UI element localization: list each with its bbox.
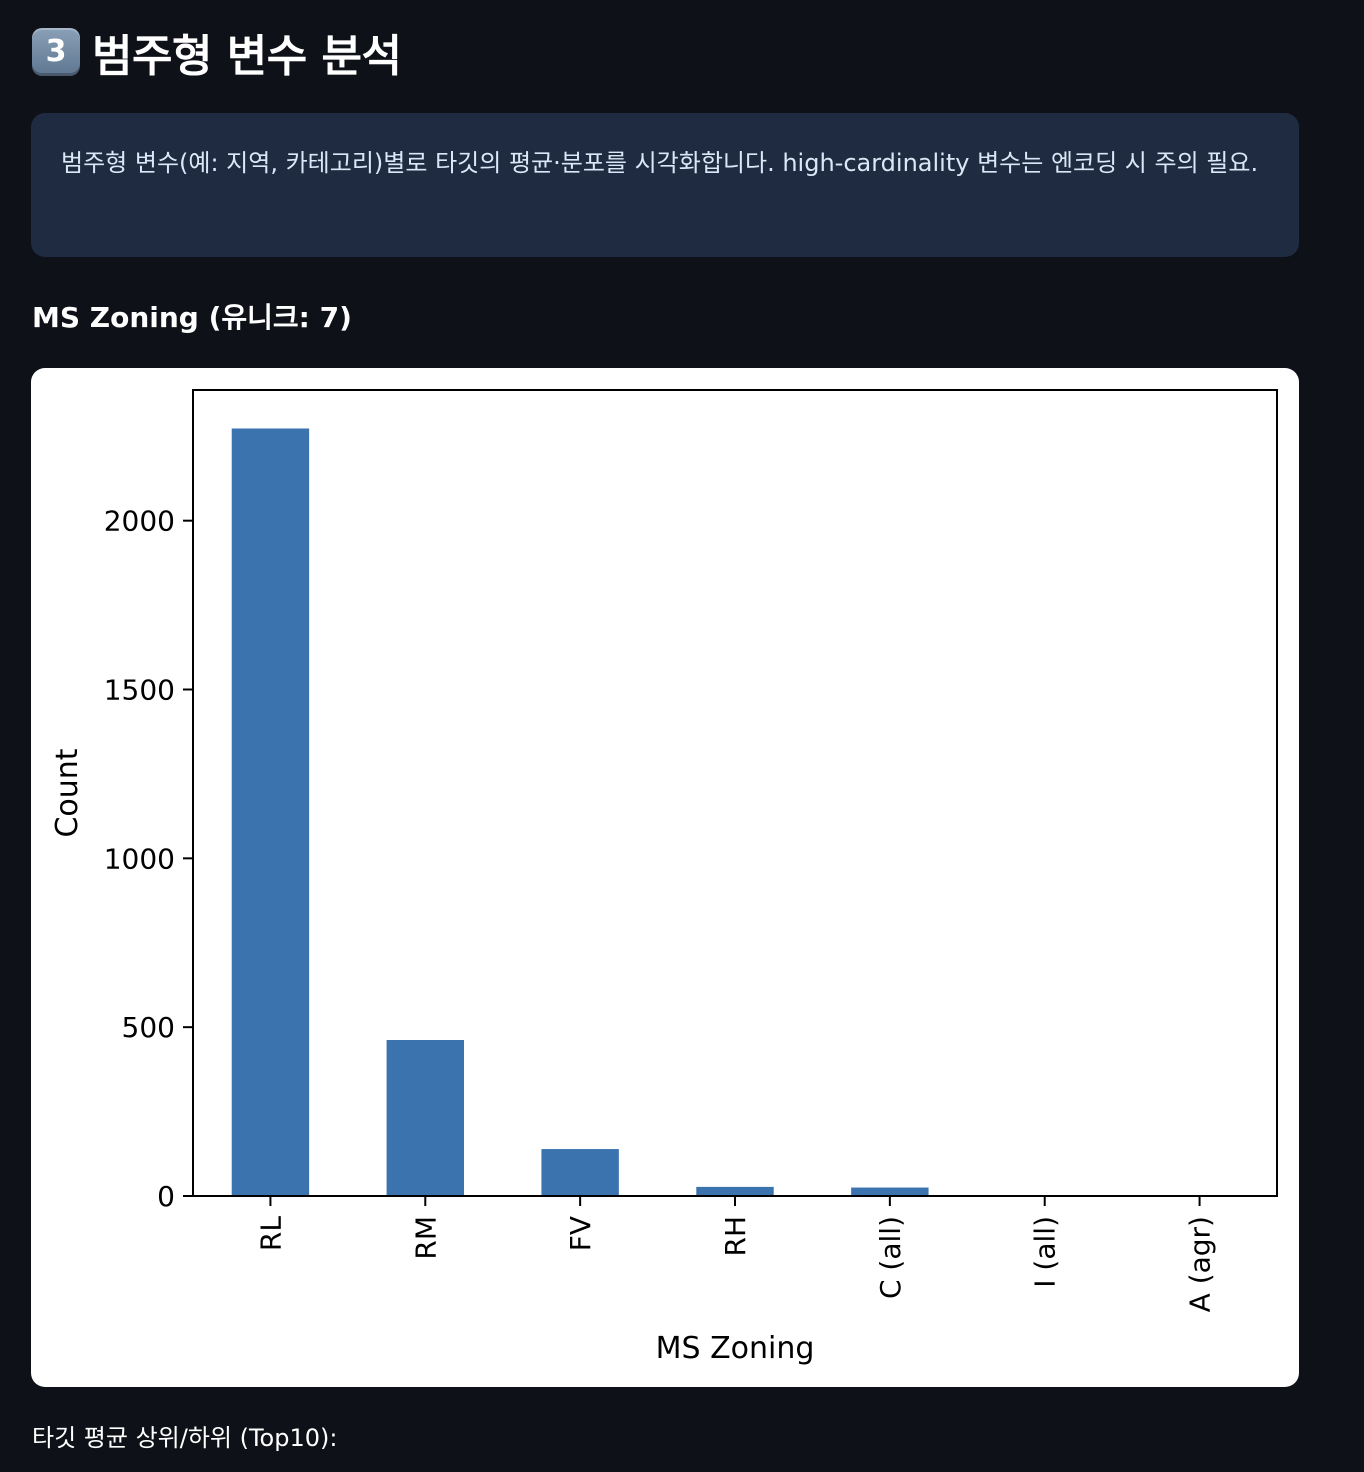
- y-tick-label: 0: [157, 1180, 175, 1213]
- bar-chart: 0 500 1000 1500 2000 RL RM FV RH C (all) I (all) A …: [50, 389, 1278, 1366]
- y-tick-label: 500: [122, 1011, 175, 1044]
- section-header: 3 범주형 변수 분석: [32, 22, 402, 82]
- bar-rl: [231, 428, 310, 1196]
- chart-card: 0 500 1000 1500 2000 RL RM FV RH C (all) I (all) A …: [31, 368, 1299, 1387]
- x-tick-label: FV: [564, 1216, 597, 1251]
- axes-layer: 0 500 1000 1500 2000 RL RM FV RH C (all) I (all) A …: [104, 389, 1278, 1312]
- y-tick-label: 1500: [104, 674, 175, 707]
- plot-frame: [192, 389, 1278, 1197]
- x-tick-label: RM: [409, 1216, 442, 1260]
- footer-text: 타깃 평균 상위/하위 (Top10):: [32, 1424, 338, 1452]
- x-tick-label: I (all): [1029, 1216, 1062, 1288]
- info-text: 범주형 변수(예: 지역, 카테고리)별로 타깃의 평균·분포를 시각화합니다.…: [61, 149, 1259, 177]
- section-title: 범주형 변수 분석: [92, 31, 402, 82]
- bar-rm: [386, 1040, 464, 1196]
- chart-subheader: MS Zoning (유니크: 7): [32, 301, 352, 334]
- bar-rh: [696, 1186, 774, 1196]
- y-tick-label: 2000: [104, 505, 175, 538]
- x-tick-label: A (agr): [1184, 1216, 1217, 1312]
- y-tick-label: 1000: [104, 842, 175, 875]
- bar-fv: [541, 1149, 619, 1196]
- y-axis-label: Count: [50, 748, 85, 837]
- bars-layer: [231, 428, 1239, 1196]
- keycap-3-icon: 3: [32, 28, 80, 76]
- x-tick-label: RL: [254, 1216, 287, 1251]
- x-tick-label: C (all): [874, 1216, 907, 1299]
- info-box: 범주형 변수(예: 지역, 카테고리)별로 타깃의 평균·분포를 시각화합니다.…: [31, 113, 1299, 257]
- x-axis-label: MS Zoning: [656, 1331, 815, 1366]
- x-tick-label: RH: [719, 1216, 752, 1257]
- bar-c-all: [851, 1187, 929, 1196]
